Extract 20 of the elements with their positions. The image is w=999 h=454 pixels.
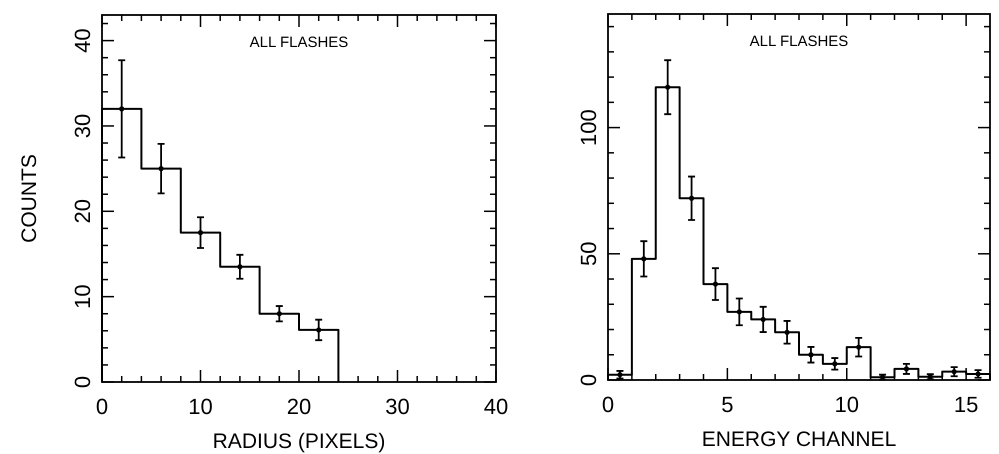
text: ALL FLASHES	[750, 33, 848, 50]
x-tick-label: 10	[188, 394, 213, 419]
text: ALL FLASHES	[250, 34, 348, 51]
x-tick-label: 20	[286, 394, 312, 419]
x-tick-label: 15	[954, 392, 978, 417]
y-tick-label: 0	[576, 374, 601, 386]
y-tick-label: 50	[576, 242, 601, 266]
y-tick-label: 100	[576, 109, 601, 146]
x-tick-label: 40	[484, 394, 508, 419]
y-tick-label: 10	[70, 284, 95, 309]
x-tick-label: 30	[385, 394, 410, 419]
x-axis-title: ENERGY CHANNEL	[702, 428, 896, 451]
x-tick-label: 5	[721, 392, 734, 417]
x-axis-title: RADIUS (PIXELS)	[212, 430, 386, 453]
y-axis-title: COUNTS	[18, 154, 41, 243]
y-tick-label: 30	[70, 114, 95, 138]
y-tick-label: 20	[70, 199, 95, 224]
y-tick-label: 40	[70, 28, 95, 53]
y-tick-label: 0	[70, 376, 95, 388]
x-tick-label: 10	[834, 392, 859, 417]
